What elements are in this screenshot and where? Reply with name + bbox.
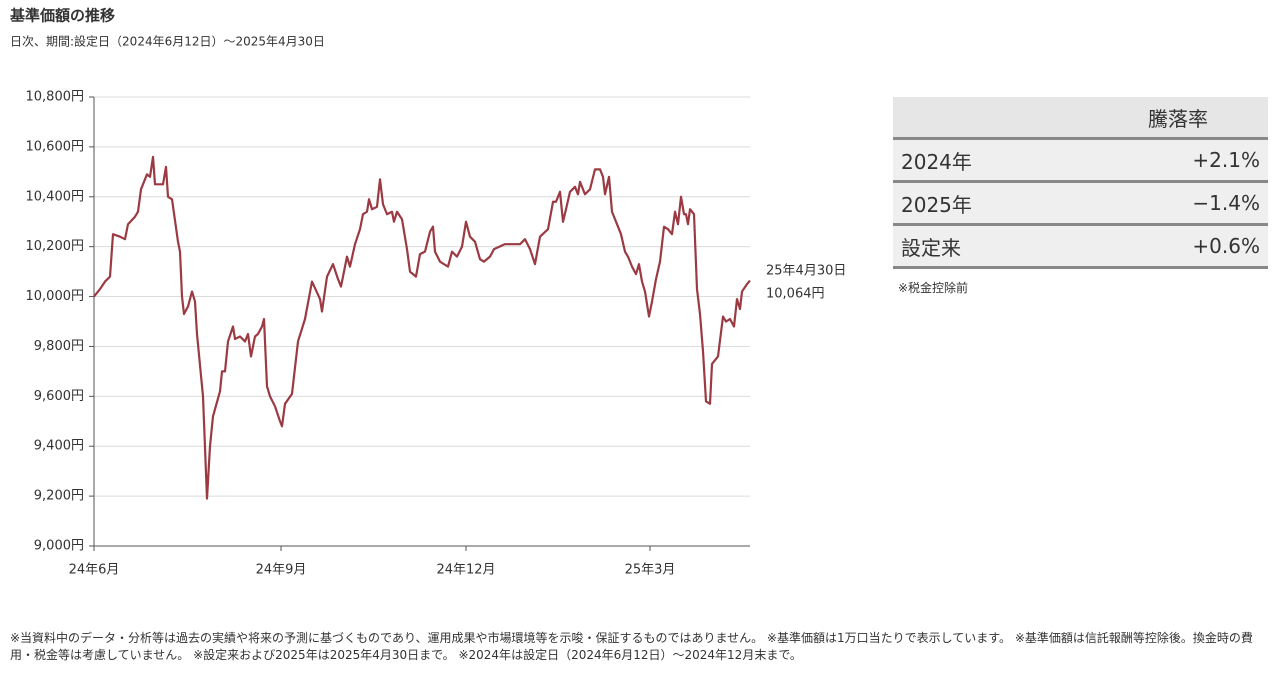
y-tick-label: 10,600円 xyxy=(26,139,85,154)
x-tick-label: 24年9月 xyxy=(256,563,307,578)
y-tick-label: 9,000円 xyxy=(34,539,84,554)
price-line xyxy=(93,155,751,500)
row-value: +0.6% xyxy=(1084,224,1268,269)
row-value: +2.1% xyxy=(1084,138,1268,183)
y-tick-label: 9,400円 xyxy=(34,439,84,454)
table-note: ※税金控除前 xyxy=(898,281,969,295)
y-tick-label: 10,800円 xyxy=(26,90,85,105)
y-tick-label: 10,400円 xyxy=(26,189,85,204)
table-header: 騰落率 xyxy=(893,97,1268,140)
x-tick-label: 24年6月 xyxy=(69,563,120,578)
performance-table: 騰落率 2024年 +2.1% 2025年 −1.4% 設定来 +0.6% xyxy=(893,97,1268,269)
x-tick-label: 25年3月 xyxy=(625,563,676,578)
footnote: ※当資料中のデータ・分析等は過去の実績や将来の予測に基づくものであり、運用成果や… xyxy=(10,631,1253,662)
row-label: 2024年 xyxy=(893,138,1085,183)
y-tick-label: 9,200円 xyxy=(34,489,84,504)
annotation: 25年4月30日 xyxy=(766,264,846,279)
y-tick-label: 10,200円 xyxy=(26,239,85,254)
y-tick-label: 10,000円 xyxy=(26,289,85,304)
x-tick-label: 24年12月 xyxy=(436,563,495,578)
annotation: 10,064円 xyxy=(766,287,825,302)
row-value: −1.4% xyxy=(1084,181,1268,226)
row-label: 2025年 xyxy=(893,181,1085,226)
chart-subtitle: 日次、期間:設定日（2024年6月12日）〜2025年4月30日 xyxy=(10,34,325,49)
row-label: 設定来 xyxy=(893,224,1085,269)
chart-title: 基準価額の推移 xyxy=(9,7,115,25)
y-tick-label: 9,600円 xyxy=(34,389,84,404)
y-tick-label: 9,800円 xyxy=(34,339,84,354)
